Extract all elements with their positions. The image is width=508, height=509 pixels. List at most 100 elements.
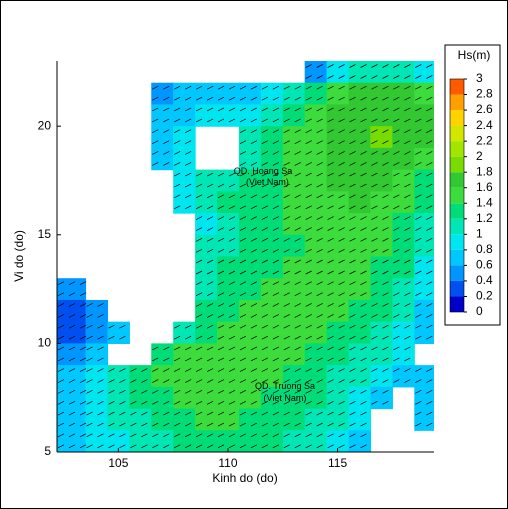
arrow	[217, 172, 225, 177]
arrow	[185, 205, 192, 210]
arrow	[79, 281, 87, 286]
arrow	[261, 357, 268, 362]
arrow	[371, 379, 378, 383]
arrow	[393, 270, 400, 275]
cell	[326, 430, 350, 452]
arrow	[250, 281, 258, 286]
cell	[326, 213, 350, 236]
arrow	[371, 324, 378, 329]
cell	[348, 61, 372, 84]
arrow	[360, 401, 367, 405]
arrow	[174, 172, 181, 177]
cell	[260, 299, 284, 323]
cell	[238, 343, 262, 366]
arrow	[349, 172, 356, 177]
arrow	[404, 107, 411, 112]
arrow	[261, 422, 268, 427]
arrow	[305, 379, 312, 383]
arrow	[371, 259, 378, 264]
arrow	[338, 357, 345, 362]
arrow	[174, 379, 181, 383]
arrow	[217, 107, 225, 112]
arrow	[294, 444, 301, 449]
cell	[195, 365, 218, 388]
cell	[260, 191, 284, 214]
cell	[57, 430, 87, 452]
arrow	[272, 107, 279, 112]
arrow	[163, 85, 170, 90]
arrow	[382, 390, 389, 394]
arrow	[217, 281, 225, 286]
arrow	[206, 422, 214, 427]
arrow	[185, 172, 192, 177]
arrow	[283, 324, 290, 329]
colorbar-swatch	[450, 296, 464, 312]
arrow	[327, 422, 334, 427]
cell	[326, 82, 350, 106]
cell	[260, 278, 284, 301]
arrow	[294, 379, 301, 383]
arrow	[68, 422, 76, 427]
cell	[282, 408, 306, 431]
arrow	[152, 140, 159, 144]
arrow	[185, 411, 192, 416]
arrow	[316, 107, 323, 112]
arrow	[327, 118, 334, 123]
arrow	[360, 422, 367, 427]
arrow	[195, 85, 203, 90]
arrow	[415, 140, 422, 144]
arrow	[349, 248, 356, 253]
arrow	[119, 379, 126, 383]
arrow	[393, 205, 400, 210]
cell	[238, 256, 262, 279]
arrow	[371, 107, 378, 112]
arrow	[305, 346, 312, 351]
cell	[392, 169, 415, 192]
arrow	[152, 411, 159, 416]
arrow	[152, 357, 159, 362]
arrow	[294, 118, 301, 123]
arrow	[195, 444, 203, 449]
cell	[217, 430, 240, 452]
cell	[173, 365, 196, 388]
y-tick-label: 10	[38, 336, 52, 350]
cell	[107, 365, 130, 388]
arrow	[415, 422, 422, 427]
arrow	[272, 379, 279, 383]
y-tick-label: 20	[38, 118, 52, 132]
arrow	[57, 390, 65, 394]
arrow	[79, 390, 87, 394]
cell	[238, 386, 262, 410]
annotation: (Viet Nam)	[246, 177, 289, 187]
arrow	[206, 248, 214, 253]
arrow	[360, 248, 367, 253]
arrow	[228, 335, 236, 340]
arrow	[305, 433, 312, 438]
arrow	[316, 162, 323, 166]
arrow	[426, 303, 433, 307]
arrow	[68, 303, 76, 307]
arrow	[316, 357, 323, 362]
arrow	[283, 346, 290, 351]
arrow	[185, 118, 192, 123]
arrow	[426, 216, 433, 220]
arrow	[195, 422, 203, 427]
arrow	[174, 162, 181, 166]
arrow	[382, 129, 389, 133]
cell	[326, 299, 350, 323]
arrow	[316, 172, 323, 177]
arrow	[415, 314, 422, 318]
arrow	[228, 118, 236, 123]
arrow	[415, 411, 422, 416]
arrow	[206, 433, 214, 438]
cell	[260, 386, 284, 410]
arrow	[283, 183, 290, 188]
cell	[173, 321, 196, 344]
cell	[348, 408, 372, 431]
cell	[195, 343, 218, 366]
cell	[370, 213, 393, 236]
arrow	[294, 401, 301, 405]
cell	[370, 278, 393, 301]
arrow	[250, 118, 258, 123]
arrow	[239, 390, 247, 394]
